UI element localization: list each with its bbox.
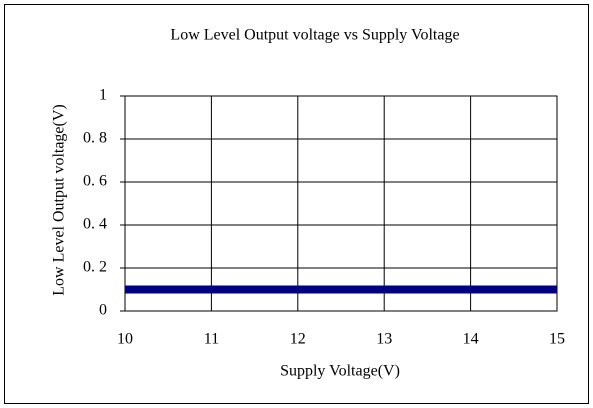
y-axis-label: Low Level Output voltage(V) [51, 104, 68, 296]
y-tick-label: 1 [99, 87, 107, 104]
x-tick-label: 11 [204, 331, 219, 348]
y-tick-label: 0. 2 [83, 259, 107, 276]
x-axis-label: Supply Voltage(V) [280, 363, 400, 380]
x-tick-label: 10 [117, 331, 133, 348]
x-tick-label: 12 [290, 331, 306, 348]
x-tick-label: 14 [463, 331, 479, 348]
chart-frame [4, 4, 589, 404]
y-tick-label: 0. 4 [83, 216, 107, 233]
y-tick-label: 0 [99, 302, 107, 319]
x-tick-label: 13 [376, 331, 392, 348]
plot-border [124, 95, 558, 312]
chart-title: Low Level Output voltage vs Supply Volta… [170, 27, 459, 44]
y-tick-label: 0. 8 [83, 130, 107, 147]
x-tick-label: 15 [549, 331, 565, 348]
y-tick-label: 0. 6 [83, 173, 107, 190]
